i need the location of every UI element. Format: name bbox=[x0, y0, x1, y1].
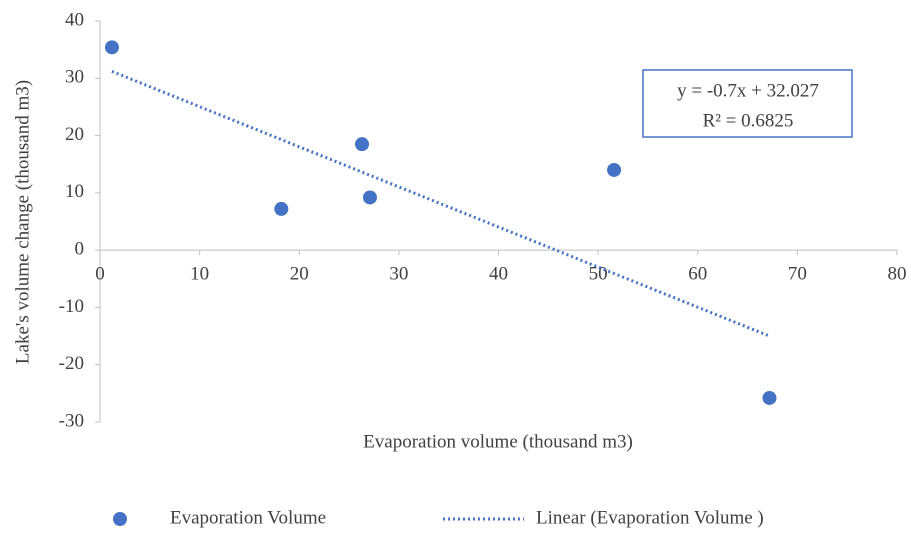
x-axis-title: Evaporation volume (thousand m3) bbox=[363, 431, 633, 452]
equation-box bbox=[642, 69, 853, 138]
point bbox=[762, 390, 777, 405]
legend-label: Evaporation Volume bbox=[170, 507, 326, 528]
y-tick-label: 10 bbox=[65, 181, 84, 202]
y-axis-title: Lake's volume change (thousand m3) bbox=[12, 80, 33, 364]
x-tick-label: 50 bbox=[589, 264, 608, 285]
legend-label: Linear (Evaporation Volume ) bbox=[536, 507, 764, 528]
x-tick-label: 40 bbox=[489, 264, 508, 285]
point bbox=[104, 40, 119, 55]
y-tick-label: 0 bbox=[75, 239, 85, 260]
y-tick-label: -20 bbox=[59, 353, 84, 374]
equation: y = -0.7x + 32.027 bbox=[677, 80, 819, 101]
y-tick-label: -10 bbox=[59, 296, 84, 317]
point bbox=[607, 162, 622, 177]
y-tick-label: 20 bbox=[65, 124, 84, 145]
point bbox=[274, 201, 289, 216]
x-tick-label: 20 bbox=[290, 264, 309, 285]
y-tick-label: -30 bbox=[59, 410, 84, 431]
r-squared: R² = 0.6825 bbox=[703, 110, 794, 131]
x-tick-label: 60 bbox=[688, 264, 707, 285]
y-tick-label: 40 bbox=[65, 9, 84, 30]
trendline bbox=[111, 70, 771, 338]
x-tick-label: 80 bbox=[888, 264, 907, 285]
y-tick-label: 30 bbox=[65, 67, 84, 88]
x-tick-label: 30 bbox=[389, 264, 408, 285]
x-tick-label: 10 bbox=[190, 264, 209, 285]
legend-marker bbox=[113, 512, 127, 526]
point bbox=[355, 137, 370, 152]
x-tick-label: 0 bbox=[95, 264, 105, 285]
point bbox=[362, 190, 377, 205]
x-tick-label: 70 bbox=[788, 264, 807, 285]
